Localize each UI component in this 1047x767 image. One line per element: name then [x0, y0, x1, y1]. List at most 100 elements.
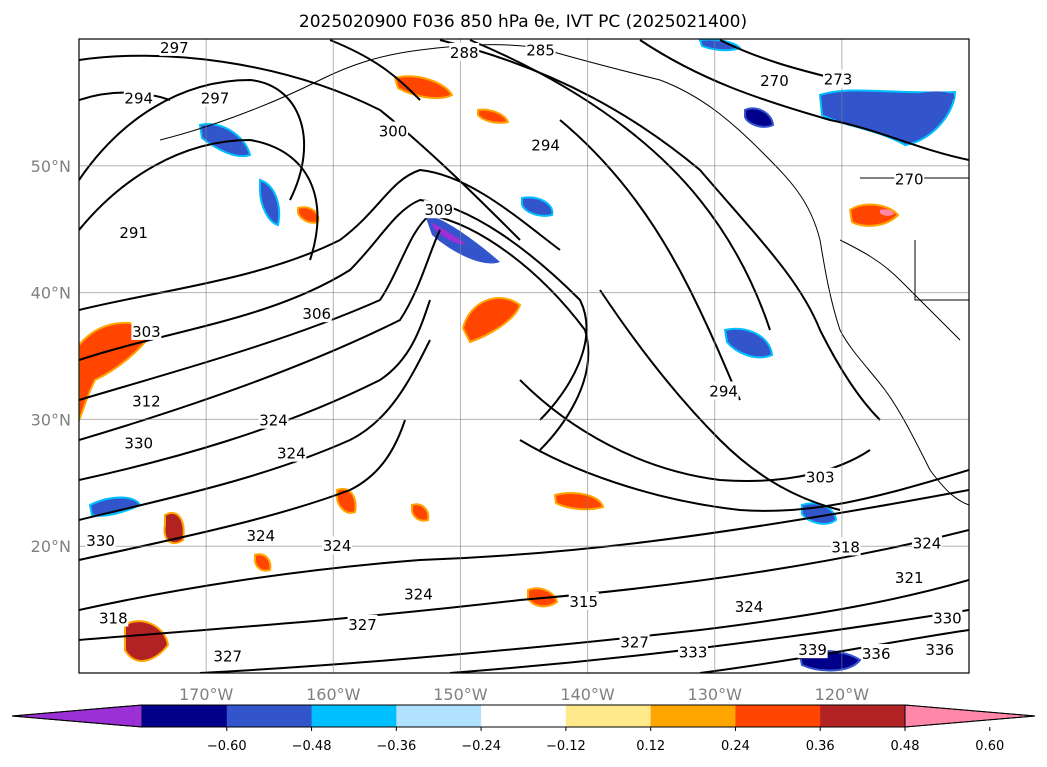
contour-label: 294 [709, 383, 738, 401]
map-panel: 297 288 285 270 273 294 297 300 294 270 291 309 306 3… [78, 38, 970, 674]
contour-label: 312 [132, 393, 161, 411]
contour-label: 303 [132, 323, 161, 341]
contour-label-bg [912, 533, 943, 552]
colorbar-segment [396, 705, 482, 727]
colorbar-outline [11, 704, 1036, 728]
contour-label: 333 [679, 644, 708, 662]
contour-label-bg [423, 200, 454, 219]
contour-label-bg [123, 433, 154, 452]
contour-label-bg [894, 567, 925, 586]
contour-label: 291 [119, 224, 148, 242]
lon-tick-label: 140°W [560, 685, 615, 704]
lat-tick-label: 50°N [31, 157, 71, 176]
ivt-shading [79, 39, 957, 672]
map-title: 2025020900 F036 850 hPa θe, IVT PC (2025… [299, 12, 747, 32]
colorbar-tick-label: 0.12 [636, 739, 665, 754]
colorbar-segment [311, 705, 397, 727]
contour-label: 324 [259, 412, 288, 430]
lon-tick-label: 120°W [815, 685, 870, 704]
contour-label-bg [708, 381, 739, 400]
colorbar-segment [565, 705, 652, 727]
contour-label-bg [861, 643, 892, 662]
contour-label-bg [759, 70, 790, 89]
contour-label-bg [378, 121, 409, 140]
contour-label-bg [932, 608, 963, 627]
contour-label-bg [258, 410, 289, 429]
colorbar-tick-label: −0.12 [546, 739, 586, 754]
contour-label-bg [301, 304, 332, 323]
colorbar-tick-label: −0.48 [292, 739, 332, 754]
colorbar-segment [735, 705, 821, 727]
contour-label-bg [678, 642, 709, 661]
colorbar-segment [226, 705, 313, 727]
colorbar-segment [820, 705, 906, 727]
contour-label: 318 [831, 538, 860, 556]
contour-label-bg [830, 537, 861, 556]
lon-tick-label: 170°W [179, 685, 234, 704]
contour-label: 309 [424, 201, 453, 219]
lat-tick-label: 30°N [31, 410, 71, 429]
contour-label-bg [85, 531, 116, 550]
contour-label-bg [123, 88, 154, 107]
contour-label: 327 [620, 634, 649, 652]
contour-label-bg [131, 321, 162, 340]
colorbar-segment [142, 705, 228, 727]
contour-label: 297 [160, 39, 189, 57]
latitude-tick-labels: 20°N 30°N 40°N 50°N [31, 157, 71, 556]
contour-label-bg [568, 591, 599, 610]
contour-label: 324 [913, 535, 942, 553]
lat-lon-grid [79, 39, 969, 673]
contour-label-bg [118, 223, 149, 242]
contour-label: 324 [323, 537, 352, 555]
longitude-tick-labels: 170°W 160°W 150°W 140°W 130°W 120°W [179, 685, 869, 704]
lon-tick-label: 130°W [688, 685, 743, 704]
colorbar-tick-label: −0.24 [461, 739, 501, 754]
lon-tick-label: 150°W [433, 685, 488, 704]
contour-label: 318 [99, 609, 128, 627]
contour-label: 285 [526, 41, 555, 59]
contour-label: 324 [277, 445, 306, 463]
contour-label: 339 [798, 641, 827, 659]
colorbar-tick-label: 0.24 [721, 739, 750, 754]
contour-label-bg [131, 391, 162, 410]
contour-label: 327 [348, 616, 377, 634]
contour-label-bg [805, 467, 836, 486]
contour-label: 306 [302, 305, 331, 323]
lat-tick-label: 40°N [31, 284, 71, 303]
colorbar-tick-label: −0.36 [376, 739, 416, 754]
lat-tick-label: 20°N [31, 537, 71, 556]
colorbar-extend-low [11, 704, 143, 728]
colorbar-tick-label: 0.36 [806, 739, 835, 754]
contour-label: 330 [86, 532, 115, 550]
colorbar-segment [481, 705, 567, 727]
contour-label: 321 [895, 569, 924, 587]
contour-label: 300 [379, 123, 408, 141]
map-frame [78, 38, 970, 674]
contour-label-bg [619, 632, 650, 651]
contour-label: 294 [531, 137, 560, 155]
contour-label-bg [734, 597, 765, 616]
contour-label: 288 [450, 44, 479, 62]
contour-label: 270 [895, 171, 924, 189]
contour-label: 297 [201, 90, 230, 108]
contour-label: 336 [925, 641, 954, 659]
contour-label: 324 [735, 598, 764, 616]
contour-label-bg [924, 640, 955, 659]
colorbar-tick-label: −0.60 [207, 739, 247, 754]
contour-label-bg [347, 614, 378, 633]
colorbar-extend-high [904, 704, 1036, 728]
contour-label: 336 [862, 645, 891, 663]
contour-label-bg [525, 40, 556, 59]
contour-label-bg [212, 646, 243, 665]
contour-label: 273 [824, 71, 853, 89]
contour-label: 330 [124, 434, 153, 452]
colorbar-segment [650, 705, 736, 727]
colorbar-tick-label: 0.60 [975, 739, 1004, 754]
contour-label: 330 [933, 609, 962, 627]
contour-label-bg [245, 526, 276, 545]
contour-label-bg [449, 42, 480, 61]
contour-label: 324 [246, 527, 275, 545]
contour-label-bg [797, 640, 828, 659]
lon-tick-label: 160°W [306, 685, 361, 704]
